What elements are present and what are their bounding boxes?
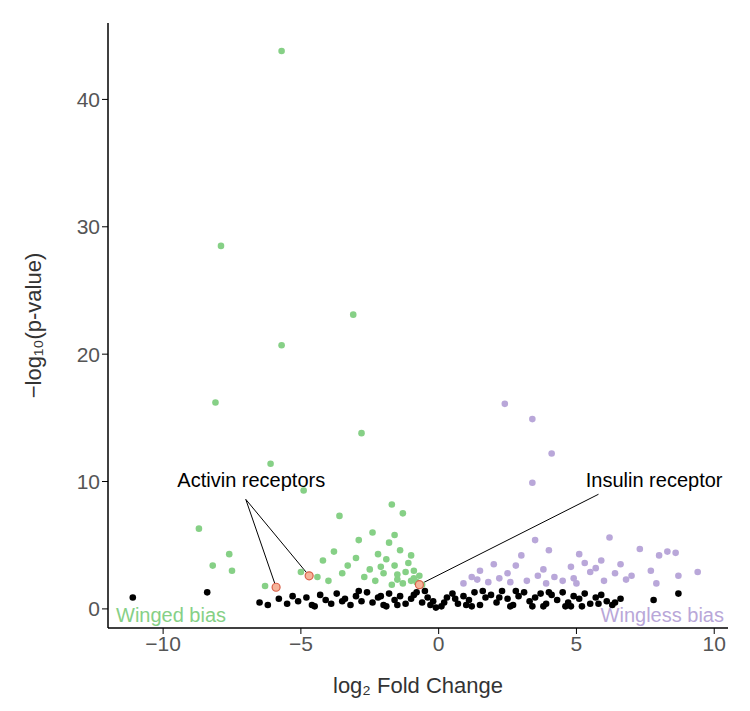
- svg-text:Wingless bias: Wingless bias: [601, 604, 724, 626]
- svg-text:30: 30: [77, 215, 100, 238]
- svg-text:40: 40: [77, 88, 100, 111]
- svg-text:10: 10: [77, 470, 100, 493]
- svg-text:0: 0: [433, 632, 445, 655]
- svg-text:0: 0: [88, 597, 100, 620]
- svg-text:20: 20: [77, 343, 100, 366]
- svg-text:−5: −5: [289, 632, 313, 655]
- svg-text:−10: −10: [145, 632, 181, 655]
- svg-text:Activin receptors: Activin receptors: [177, 469, 325, 491]
- svg-text:5: 5: [571, 632, 583, 655]
- svg-text:Winged bias: Winged bias: [116, 604, 226, 626]
- svg-text:−log₁₀(p-value): −log₁₀(p-value): [21, 253, 46, 399]
- svg-text:Insulin receptor: Insulin receptor: [586, 469, 723, 491]
- svg-text:10: 10: [703, 632, 726, 655]
- svg-text:log₂ Fold Change: log₂ Fold Change: [333, 673, 503, 698]
